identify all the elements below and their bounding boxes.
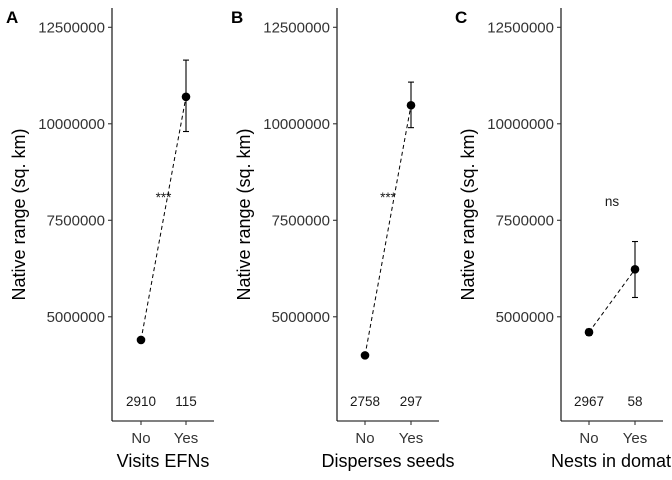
sample-size-label: 2967 [574,394,604,409]
y-tick-label: 12500000 [263,19,330,36]
y-tick-label: 10000000 [38,116,105,133]
x-tick-label: No [131,430,150,447]
data-point [406,100,416,110]
series-connector-line [140,96,187,341]
panel-label: C [455,8,467,27]
y-axis-title: Native range (sq. km) [458,128,478,300]
sample-size-label: 58 [627,394,642,409]
y-tick-label: 7500000 [496,212,554,229]
y-tick-label: 5000000 [496,309,554,326]
panel-label: A [6,8,18,27]
y-tick-label: 5000000 [272,309,330,326]
y-tick-label: 10000000 [487,116,554,133]
panel-label: B [231,8,243,27]
sample-size-label: 297 [400,394,423,409]
y-tick-label: 5000000 [47,309,105,326]
y-axis-title: Native range (sq. km) [9,128,29,300]
data-point [136,335,146,345]
x-tick-label: No [579,430,598,447]
x-axis-title: Visits EFNs [117,451,210,471]
y-axis-title: Native range (sq. km) [234,128,254,300]
data-point [630,265,640,274]
sample-size-label: 2758 [350,394,380,409]
x-axis-title: Disperses seeds [321,451,454,471]
sample-size-label: 2910 [126,394,156,409]
x-axis-title: Nests in domati [551,451,672,471]
x-tick-label: Yes [399,430,423,447]
sample-size-label: 115 [175,394,197,409]
series-connector-line [364,105,412,356]
data-point [584,327,594,337]
series-connector-line [588,269,636,333]
y-tick-label: 12500000 [487,19,554,36]
significance-label: *** [380,190,397,205]
x-tick-label: No [355,430,374,447]
significance-label: *** [156,190,173,205]
y-tick-label: 10000000 [263,116,330,133]
data-point [360,351,370,360]
significance-label: ns [605,194,620,209]
y-tick-label: 7500000 [47,212,105,229]
x-tick-label: Yes [174,430,198,447]
y-tick-label: 12500000 [38,19,105,36]
y-tick-label: 7500000 [272,212,330,229]
data-point [181,92,191,102]
x-tick-label: Yes [623,430,647,447]
